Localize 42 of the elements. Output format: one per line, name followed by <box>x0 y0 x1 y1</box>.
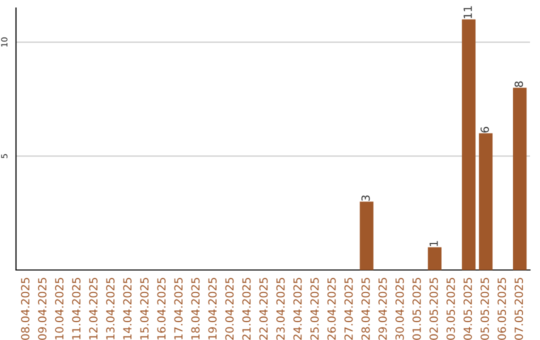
x-tick-label: 20.04.2025 <box>225 278 234 340</box>
x-tick-label: 12.04.2025 <box>89 278 98 340</box>
x-tick-label: 01.05.2025 <box>412 278 421 340</box>
x-tick-label: 02.05.2025 <box>430 278 438 340</box>
y-tick-label: 5 <box>1 154 8 158</box>
x-tick-label: 28.04.2025 <box>361 278 370 340</box>
x-tick-label: 21.04.2025 <box>242 278 251 340</box>
x-tick-label: 27.04.2025 <box>344 278 353 340</box>
x-tick-label: 19.04.2025 <box>208 278 217 340</box>
bar <box>428 247 442 270</box>
x-tick-label: 18.04.2025 <box>191 278 200 340</box>
y-tick-label: 10 <box>1 37 8 47</box>
x-tick-label: 15.04.2025 <box>140 278 149 340</box>
x-tick-label: 25.04.2025 <box>310 278 319 340</box>
data-label: 6 <box>480 126 489 133</box>
x-tick-label: 29.04.2025 <box>378 278 387 340</box>
x-tick-label: 11.04.2025 <box>72 278 80 340</box>
x-tick-label: 04.05.2025 <box>464 278 472 340</box>
data-label: 11 <box>464 6 472 18</box>
x-tick-label: 22.04.2025 <box>259 278 268 340</box>
bar <box>360 202 374 270</box>
data-label: 3 <box>361 195 370 201</box>
x-tick-label: 24.04.2025 <box>293 278 302 340</box>
x-tick-label: 08.04.2025 <box>21 278 30 340</box>
x-tick-label: 06.05.2025 <box>498 278 506 340</box>
x-tick-label: 09.04.2025 <box>38 278 46 340</box>
x-tick-label: 30.04.2025 <box>395 278 404 340</box>
x-tick-label: 17.04.2025 <box>174 278 183 340</box>
x-tick-label: 05.05.2025 <box>480 278 489 340</box>
x-tick-label: 26.04.2025 <box>327 278 336 340</box>
bar <box>478 133 493 270</box>
bar <box>512 88 527 270</box>
data-label: 1 <box>430 241 438 246</box>
x-tick-label: 07.05.2025 <box>514 278 524 340</box>
x-tick-label: 16.04.2025 <box>157 278 166 340</box>
x-tick-label: 23.04.2025 <box>276 278 285 340</box>
x-tick-label: 13.04.2025 <box>106 278 115 340</box>
x-tick-label: 10.04.2025 <box>55 278 64 340</box>
x-tick-label: 14.04.2025 <box>123 278 132 340</box>
bar <box>462 19 476 270</box>
x-tick-label: 03.05.2025 <box>446 278 455 340</box>
data-label: 8 <box>514 81 524 87</box>
